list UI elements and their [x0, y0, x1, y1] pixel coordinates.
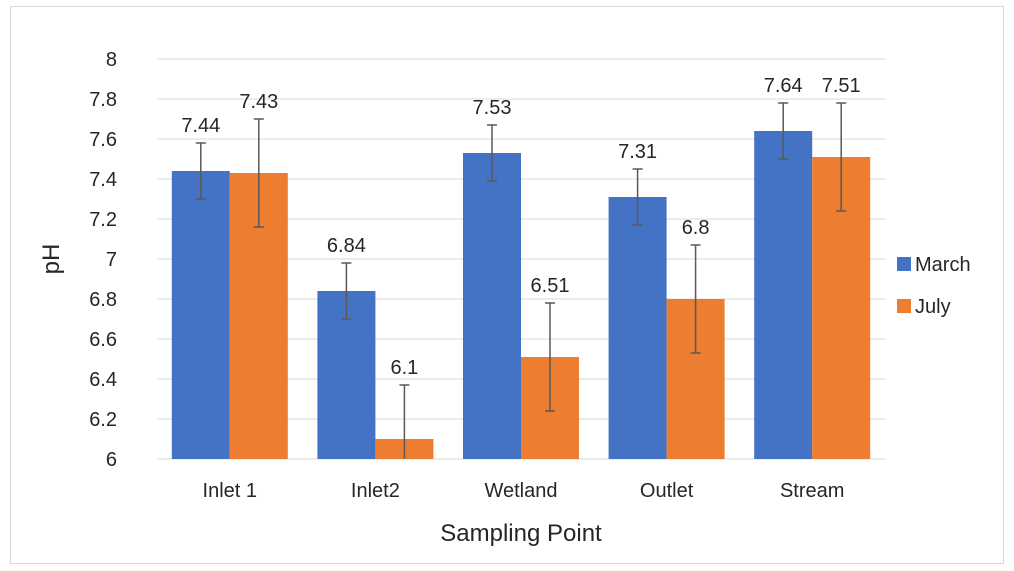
bar-march [171, 171, 230, 459]
y-tick-label: 6.8 [89, 289, 117, 311]
legend-label: July [915, 296, 951, 318]
x-tick-label: Inlet2 [351, 480, 400, 502]
data-label: 6.51 [531, 275, 570, 297]
y-tick-label: 8 [106, 49, 117, 71]
data-label: 7.44 [181, 115, 220, 137]
data-labels: 7.44 7.43 6.84 6.1 7.53 6.51 7.31 6.8 7.64 7.51 [181, 75, 860, 379]
x-tick-label: Outlet [640, 480, 694, 502]
legend-swatch [897, 299, 911, 313]
bar-march [608, 197, 667, 459]
x-tick-label: Wetland [484, 480, 557, 502]
data-label: 7.53 [473, 97, 512, 119]
y-tick-label: 6.6 [89, 329, 117, 351]
y-tick-label: 7 [106, 249, 117, 271]
chart-svg: 7.44 7.43 6.84 6.1 7.53 6.51 7.31 6.8 7.64 7.51 6… [38, 49, 971, 547]
y-tick-label: 7.6 [89, 129, 117, 151]
bar-march [463, 153, 521, 459]
error-bar [195, 142, 206, 200]
error-bar [545, 302, 555, 412]
y-tick-label: 6.4 [89, 369, 117, 391]
error-bar [836, 102, 847, 212]
error-bar [253, 118, 264, 228]
error-bars [195, 102, 847, 459]
data-label: 7.51 [822, 75, 861, 97]
data-label: 6.84 [327, 235, 366, 257]
bars [171, 131, 871, 459]
data-label: 7.31 [618, 141, 657, 163]
error-bar [487, 124, 497, 182]
x-axis-title: Sampling Point [440, 520, 602, 547]
legend-item-march: March [897, 254, 971, 276]
data-label: 7.43 [239, 91, 278, 113]
y-tick-label: 7.4 [89, 169, 117, 191]
error-bar [341, 262, 352, 320]
error-bar [778, 102, 789, 160]
legend-item-july: July [897, 296, 951, 318]
x-tick-label: Stream [780, 480, 844, 502]
bar-march [754, 131, 813, 459]
data-label: 7.64 [764, 75, 803, 97]
legend: March July [897, 254, 971, 318]
y-axis-ticks: 6 6.2 6.4 6.6 6.8 7 7.2 7.4 7.6 7.8 8 [89, 49, 117, 471]
legend-label: March [915, 254, 971, 276]
error-bar [690, 244, 701, 354]
y-tick-label: 6.2 [89, 409, 117, 431]
x-axis-ticks: Inlet 1 Inlet2 Wetland Outlet Stream [203, 480, 845, 502]
legend-swatch [897, 257, 911, 271]
y-tick-label: 7.8 [89, 89, 117, 111]
y-tick-label: 7.2 [89, 209, 117, 231]
chart-container: 7.44 7.43 6.84 6.1 7.53 6.51 7.31 6.8 7.64 7.51 6… [10, 6, 1004, 564]
y-tick-label: 6 [106, 449, 117, 471]
data-label: 6.1 [390, 357, 418, 379]
data-label: 6.8 [682, 217, 710, 239]
error-bar [399, 384, 410, 459]
y-axis-title: pH [38, 244, 65, 275]
x-tick-label: Inlet 1 [203, 480, 257, 502]
error-bar [632, 168, 643, 226]
